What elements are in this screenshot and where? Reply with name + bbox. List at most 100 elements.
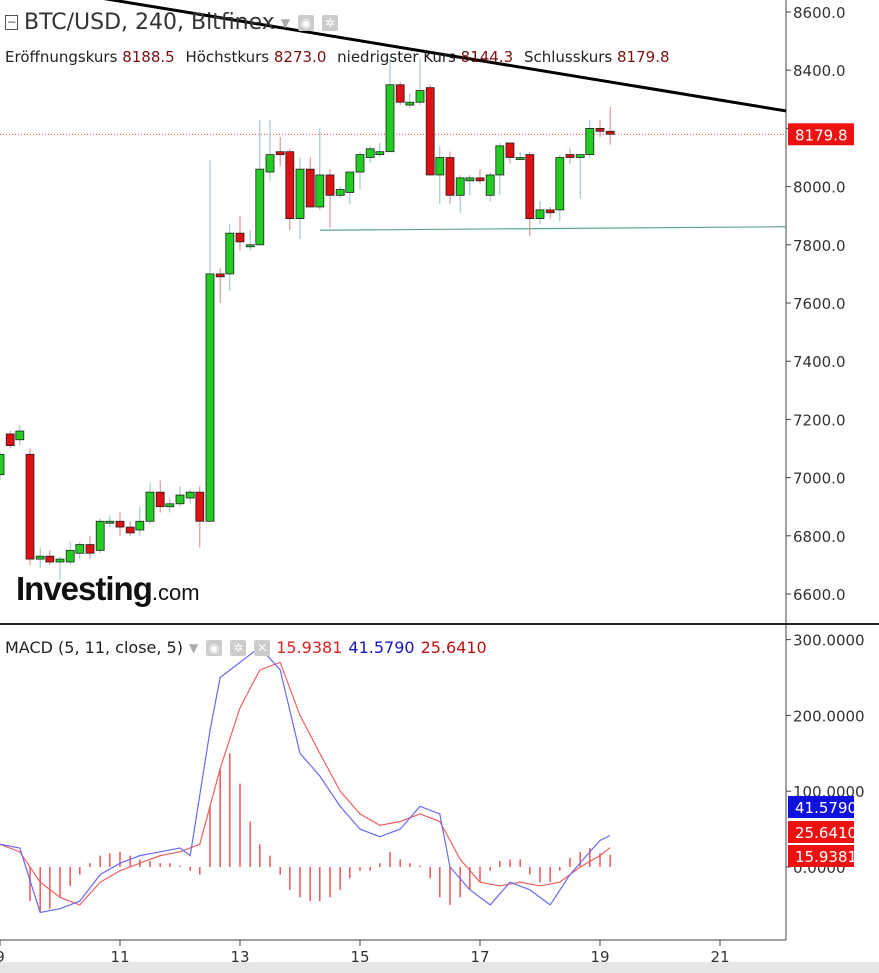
macd-close-icon[interactable]: ✕ (254, 639, 271, 656)
candle-body (355, 154, 365, 173)
macd-gear-icon[interactable]: ✲ (230, 639, 247, 656)
candle-body (485, 174, 495, 196)
candle-body (395, 84, 405, 103)
collapse-icon[interactable]: − (5, 15, 18, 30)
candle-body (95, 520, 105, 551)
candle-body (585, 127, 595, 155)
candle-body (575, 154, 585, 158)
open-label: Eröffnungskurs (5, 48, 118, 66)
candle-body (255, 168, 265, 246)
candle-body (365, 148, 375, 158)
time-tick-label: 13 (230, 948, 249, 966)
macd-tick-label: 200.0000 (793, 707, 865, 725)
candle-body (385, 84, 395, 153)
time-tick-label: 15 (350, 948, 369, 966)
candle-body (245, 244, 255, 248)
candle-body (35, 555, 45, 560)
macd-line-value: 41.5790 (348, 638, 415, 657)
macd-value-badge (788, 796, 854, 818)
time-tick-label: 9 (0, 948, 5, 966)
candle-body (285, 151, 295, 220)
candle-body (305, 168, 315, 208)
open-value: 8188.5 (122, 48, 175, 66)
candle-body (465, 177, 475, 182)
price-tick-label: 6800.0 (793, 528, 846, 546)
candle-body (225, 232, 235, 275)
candle-body (335, 189, 345, 196)
support-trendline (319, 226, 787, 231)
last-price-badge (788, 123, 854, 146)
candle-body (205, 273, 215, 522)
candle-body (295, 168, 305, 220)
macd-title[interactable]: MACD (5, 11, close, 5) (5, 638, 183, 657)
bottom-scrollbar (0, 962, 879, 973)
time-tick-label: 19 (590, 948, 609, 966)
candle-body (545, 209, 555, 214)
candle-body (75, 544, 85, 554)
candle-body (535, 209, 545, 220)
low-label: niedrigster Kurs (337, 48, 456, 66)
price-tick-label: 7800.0 (793, 237, 846, 255)
candle-body (25, 453, 35, 560)
candle-body (345, 171, 355, 193)
macd-line (0, 646, 611, 914)
candle-body (85, 544, 95, 554)
candle-body (135, 520, 145, 531)
candle-body (415, 90, 425, 103)
macd-chevron-down-icon[interactable]: ▼ (188, 640, 199, 655)
candle-body (215, 273, 225, 278)
ohlc-legend: Eröffnungskurs 8188.5 Höchstkurs 8273.0 … (5, 48, 676, 66)
last-price-label: 8179.8 (795, 126, 848, 144)
symbol-title[interactable]: BTC/USD, 240, Bitfinex (24, 10, 275, 35)
signal-line (0, 661, 611, 906)
candle-body (405, 101, 415, 106)
close-value: 8179.8 (617, 48, 670, 66)
logo-word: Investing (16, 570, 153, 607)
eye-icon[interactable]: ◉ (298, 14, 315, 31)
candle-body (425, 87, 435, 176)
candle-body (275, 151, 285, 155)
resistance-trendline (103, 0, 787, 113)
gear-icon[interactable]: ✲ (322, 14, 339, 31)
candle-body (435, 157, 445, 176)
candle-body (505, 142, 515, 158)
hist-value-badge-label: 15.9381 (795, 848, 857, 866)
signal-value-badge-label: 25.6410 (795, 824, 857, 842)
hist-value-badge (788, 845, 854, 867)
candle-body (65, 549, 75, 563)
candle-body (315, 174, 325, 208)
candle-body (45, 555, 55, 563)
price-tick-label: 6600.0 (793, 586, 846, 604)
candle-body (495, 145, 505, 176)
close-label: Schlusskurs (523, 48, 613, 66)
price-tick-label: 7600.0 (793, 295, 846, 313)
candle-body (555, 157, 565, 211)
chevron-down-icon[interactable]: ▼ (280, 15, 291, 30)
macd-value-badge-label: 41.5790 (795, 799, 857, 817)
candle-body (125, 526, 135, 534)
candle-body (185, 491, 195, 499)
macd-eye-icon[interactable]: ◉ (206, 639, 223, 656)
chart-header: − BTC/USD, 240, Bitfinex ▼ ◉ ✲ Eröffnung… (0, 0, 790, 74)
price-tick-label: 7200.0 (793, 411, 846, 429)
candle-body (195, 491, 205, 522)
price-tick-label: 8000.0 (793, 179, 846, 197)
time-tick-label: 21 (710, 948, 729, 966)
price-tick-label: 8600.0 (793, 4, 846, 22)
candle-body (55, 558, 65, 563)
candle-body (475, 177, 485, 182)
candle-body (155, 491, 165, 508)
candles-group (0, 58, 615, 580)
candle-body (595, 127, 605, 132)
price-tick-label: 7000.0 (793, 470, 846, 488)
low-value: 8144.3 (460, 48, 514, 66)
time-tick-label: 17 (470, 948, 489, 966)
candle-body (0, 453, 5, 476)
signal-value-badge (788, 821, 854, 843)
candle-body (525, 154, 535, 220)
price-tick-label: 8400.0 (793, 62, 846, 80)
price-tick-label: 7400.0 (793, 353, 846, 371)
candle-body (515, 157, 525, 160)
candle-body (565, 154, 575, 158)
